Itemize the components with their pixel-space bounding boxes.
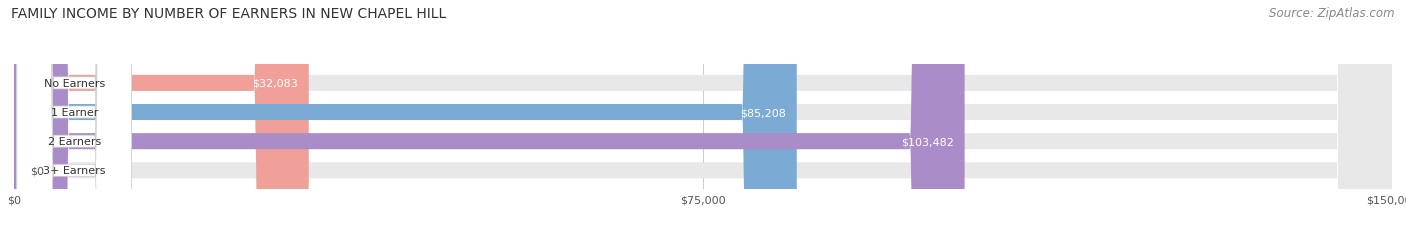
- FancyBboxPatch shape: [14, 0, 965, 231]
- FancyBboxPatch shape: [17, 0, 132, 231]
- FancyBboxPatch shape: [17, 0, 132, 231]
- Text: FAMILY INCOME BY NUMBER OF EARNERS IN NEW CHAPEL HILL: FAMILY INCOME BY NUMBER OF EARNERS IN NE…: [11, 7, 447, 21]
- Text: 1 Earner: 1 Earner: [51, 108, 98, 118]
- Text: Source: ZipAtlas.com: Source: ZipAtlas.com: [1270, 7, 1395, 20]
- FancyBboxPatch shape: [14, 0, 1392, 231]
- FancyBboxPatch shape: [14, 0, 1392, 231]
- Text: 2 Earners: 2 Earners: [48, 137, 101, 146]
- Text: 3+ Earners: 3+ Earners: [44, 166, 105, 176]
- FancyBboxPatch shape: [14, 0, 797, 231]
- Text: $103,482: $103,482: [901, 137, 953, 146]
- FancyBboxPatch shape: [14, 0, 1392, 231]
- Text: $85,208: $85,208: [740, 108, 786, 118]
- FancyBboxPatch shape: [17, 0, 132, 231]
- Text: $0: $0: [31, 166, 45, 176]
- FancyBboxPatch shape: [17, 0, 132, 231]
- Text: No Earners: No Earners: [44, 79, 105, 88]
- FancyBboxPatch shape: [14, 0, 1392, 231]
- FancyBboxPatch shape: [14, 0, 309, 231]
- Text: $32,083: $32,083: [252, 79, 298, 88]
